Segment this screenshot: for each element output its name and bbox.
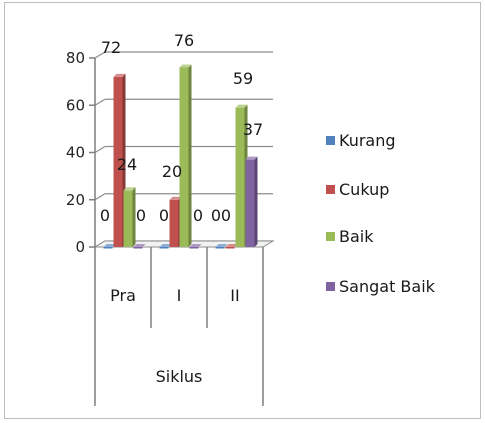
bar-top: [103, 244, 116, 247]
x-category-label: Pra: [110, 286, 136, 305]
x-category-label: I: [177, 286, 182, 305]
gridline-side: [94, 193, 106, 201]
data-label: 24: [117, 155, 137, 174]
x-group-label: Siklus: [156, 367, 203, 386]
bar-top: [245, 156, 258, 160]
bar-top: [113, 73, 126, 77]
bar: [103, 247, 113, 249]
data-label: 72: [101, 38, 121, 57]
data-label: 0: [100, 206, 110, 225]
bar-top: [189, 244, 202, 247]
data-label: 59: [233, 69, 253, 88]
gridline-side: [94, 51, 106, 59]
data-label: 0: [193, 206, 203, 225]
bar: [159, 247, 169, 249]
bar: [245, 159, 255, 247]
bar-top: [235, 104, 248, 108]
gridline-side: [94, 145, 106, 154]
bar: [123, 190, 133, 247]
bar: [169, 199, 179, 247]
legend-swatch: [326, 136, 335, 145]
bar-side: [132, 187, 136, 247]
y-tick-label: 0: [75, 238, 85, 256]
gridline-side: [94, 98, 106, 106]
y-tick-label: 20: [66, 191, 85, 209]
legend-swatch: [326, 185, 335, 194]
bar: [179, 67, 189, 247]
data-label: 76: [174, 31, 194, 50]
y-tick-label: 60: [66, 96, 85, 114]
data-label: 0: [221, 206, 231, 225]
bar-side: [254, 156, 258, 247]
data-label: 0: [211, 206, 221, 225]
bar-side: [188, 64, 192, 247]
y-tick-label: 80: [66, 49, 85, 67]
bar-top: [133, 244, 146, 247]
data-label: 37: [243, 120, 263, 139]
legend-label: Kurang: [339, 131, 396, 150]
bar-top: [169, 196, 182, 200]
data-label: 20: [162, 162, 182, 181]
bar: [189, 247, 199, 249]
bar: [235, 107, 245, 247]
x-category-label: II: [230, 286, 239, 305]
bar-top: [159, 244, 172, 247]
y-tick-label: 40: [66, 144, 85, 162]
bar: [133, 247, 143, 249]
bar-top: [215, 244, 228, 247]
legend-label: Baik: [339, 227, 374, 246]
legend-label: Cukup: [339, 180, 389, 199]
data-label: 0: [136, 206, 146, 225]
legend-swatch: [326, 282, 335, 291]
bar-top: [123, 187, 136, 191]
legend-swatch: [326, 232, 335, 241]
bar: [215, 247, 225, 249]
legend-label: Sangat Baik: [339, 277, 436, 296]
bar: [113, 76, 123, 248]
bar-top: [179, 64, 192, 68]
bar-top: [225, 244, 238, 247]
data-label: 0: [159, 206, 169, 225]
bar: [225, 247, 235, 249]
